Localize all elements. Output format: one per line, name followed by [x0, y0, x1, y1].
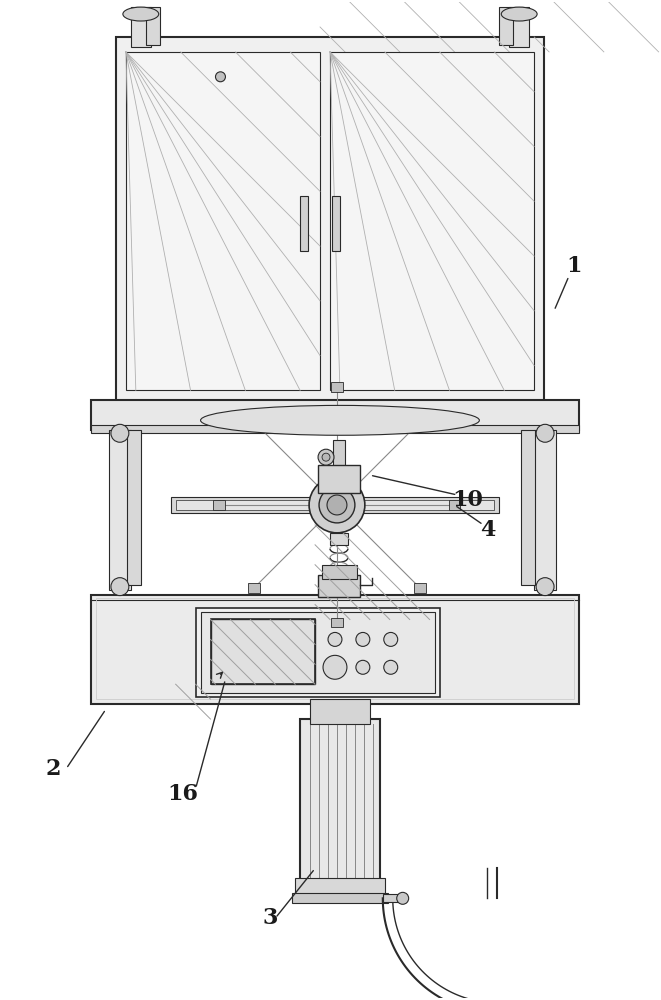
Bar	[332, 196, 340, 251]
Bar	[91, 425, 579, 433]
Text: 3: 3	[262, 907, 278, 929]
Circle shape	[328, 632, 342, 646]
Circle shape	[309, 477, 365, 533]
Circle shape	[319, 487, 355, 523]
Text: 1: 1	[566, 255, 582, 277]
Ellipse shape	[123, 7, 159, 21]
Bar	[171, 497, 499, 513]
Bar	[176, 500, 494, 510]
Bar	[91, 400, 579, 430]
Bar	[322, 565, 357, 579]
Text: 16: 16	[167, 783, 198, 805]
Bar	[310, 699, 370, 724]
Bar	[126, 52, 320, 390]
Bar	[499, 7, 513, 45]
Bar	[131, 7, 151, 47]
Ellipse shape	[200, 405, 479, 435]
Circle shape	[356, 660, 370, 674]
Circle shape	[327, 495, 347, 515]
Bar	[449, 500, 461, 510]
Circle shape	[384, 632, 398, 646]
Bar	[96, 598, 574, 699]
Circle shape	[111, 578, 129, 596]
Bar	[127, 430, 141, 585]
Circle shape	[356, 632, 370, 646]
Text: 4: 4	[480, 519, 495, 541]
Bar	[331, 382, 343, 392]
Bar	[295, 878, 385, 898]
Bar	[214, 500, 225, 510]
Circle shape	[323, 655, 347, 679]
Bar	[146, 7, 160, 45]
Text: 2: 2	[46, 758, 61, 780]
Bar	[331, 618, 343, 627]
Bar	[300, 719, 380, 893]
Bar	[414, 417, 426, 427]
Bar	[196, 608, 440, 697]
Bar	[116, 37, 544, 405]
Bar	[509, 7, 529, 47]
Circle shape	[111, 424, 129, 442]
Circle shape	[397, 892, 408, 904]
Bar	[414, 583, 426, 593]
Bar	[91, 595, 579, 704]
Circle shape	[215, 72, 225, 82]
Ellipse shape	[501, 7, 537, 21]
Bar	[534, 430, 556, 590]
Circle shape	[322, 453, 330, 461]
Bar	[248, 417, 260, 427]
Bar	[200, 612, 434, 693]
Circle shape	[384, 660, 398, 674]
Bar	[330, 533, 348, 545]
Bar	[248, 583, 260, 593]
Bar	[383, 894, 398, 902]
Circle shape	[536, 424, 554, 442]
Bar	[300, 196, 308, 251]
Circle shape	[318, 449, 334, 465]
Bar	[210, 619, 315, 684]
Bar	[521, 430, 535, 585]
Bar	[333, 440, 345, 472]
Bar	[292, 893, 388, 903]
Text: 10: 10	[452, 489, 483, 511]
Bar	[318, 465, 360, 493]
Bar	[210, 619, 315, 684]
Bar	[109, 430, 131, 590]
Bar	[330, 52, 534, 390]
Bar	[318, 575, 360, 597]
Circle shape	[536, 578, 554, 596]
